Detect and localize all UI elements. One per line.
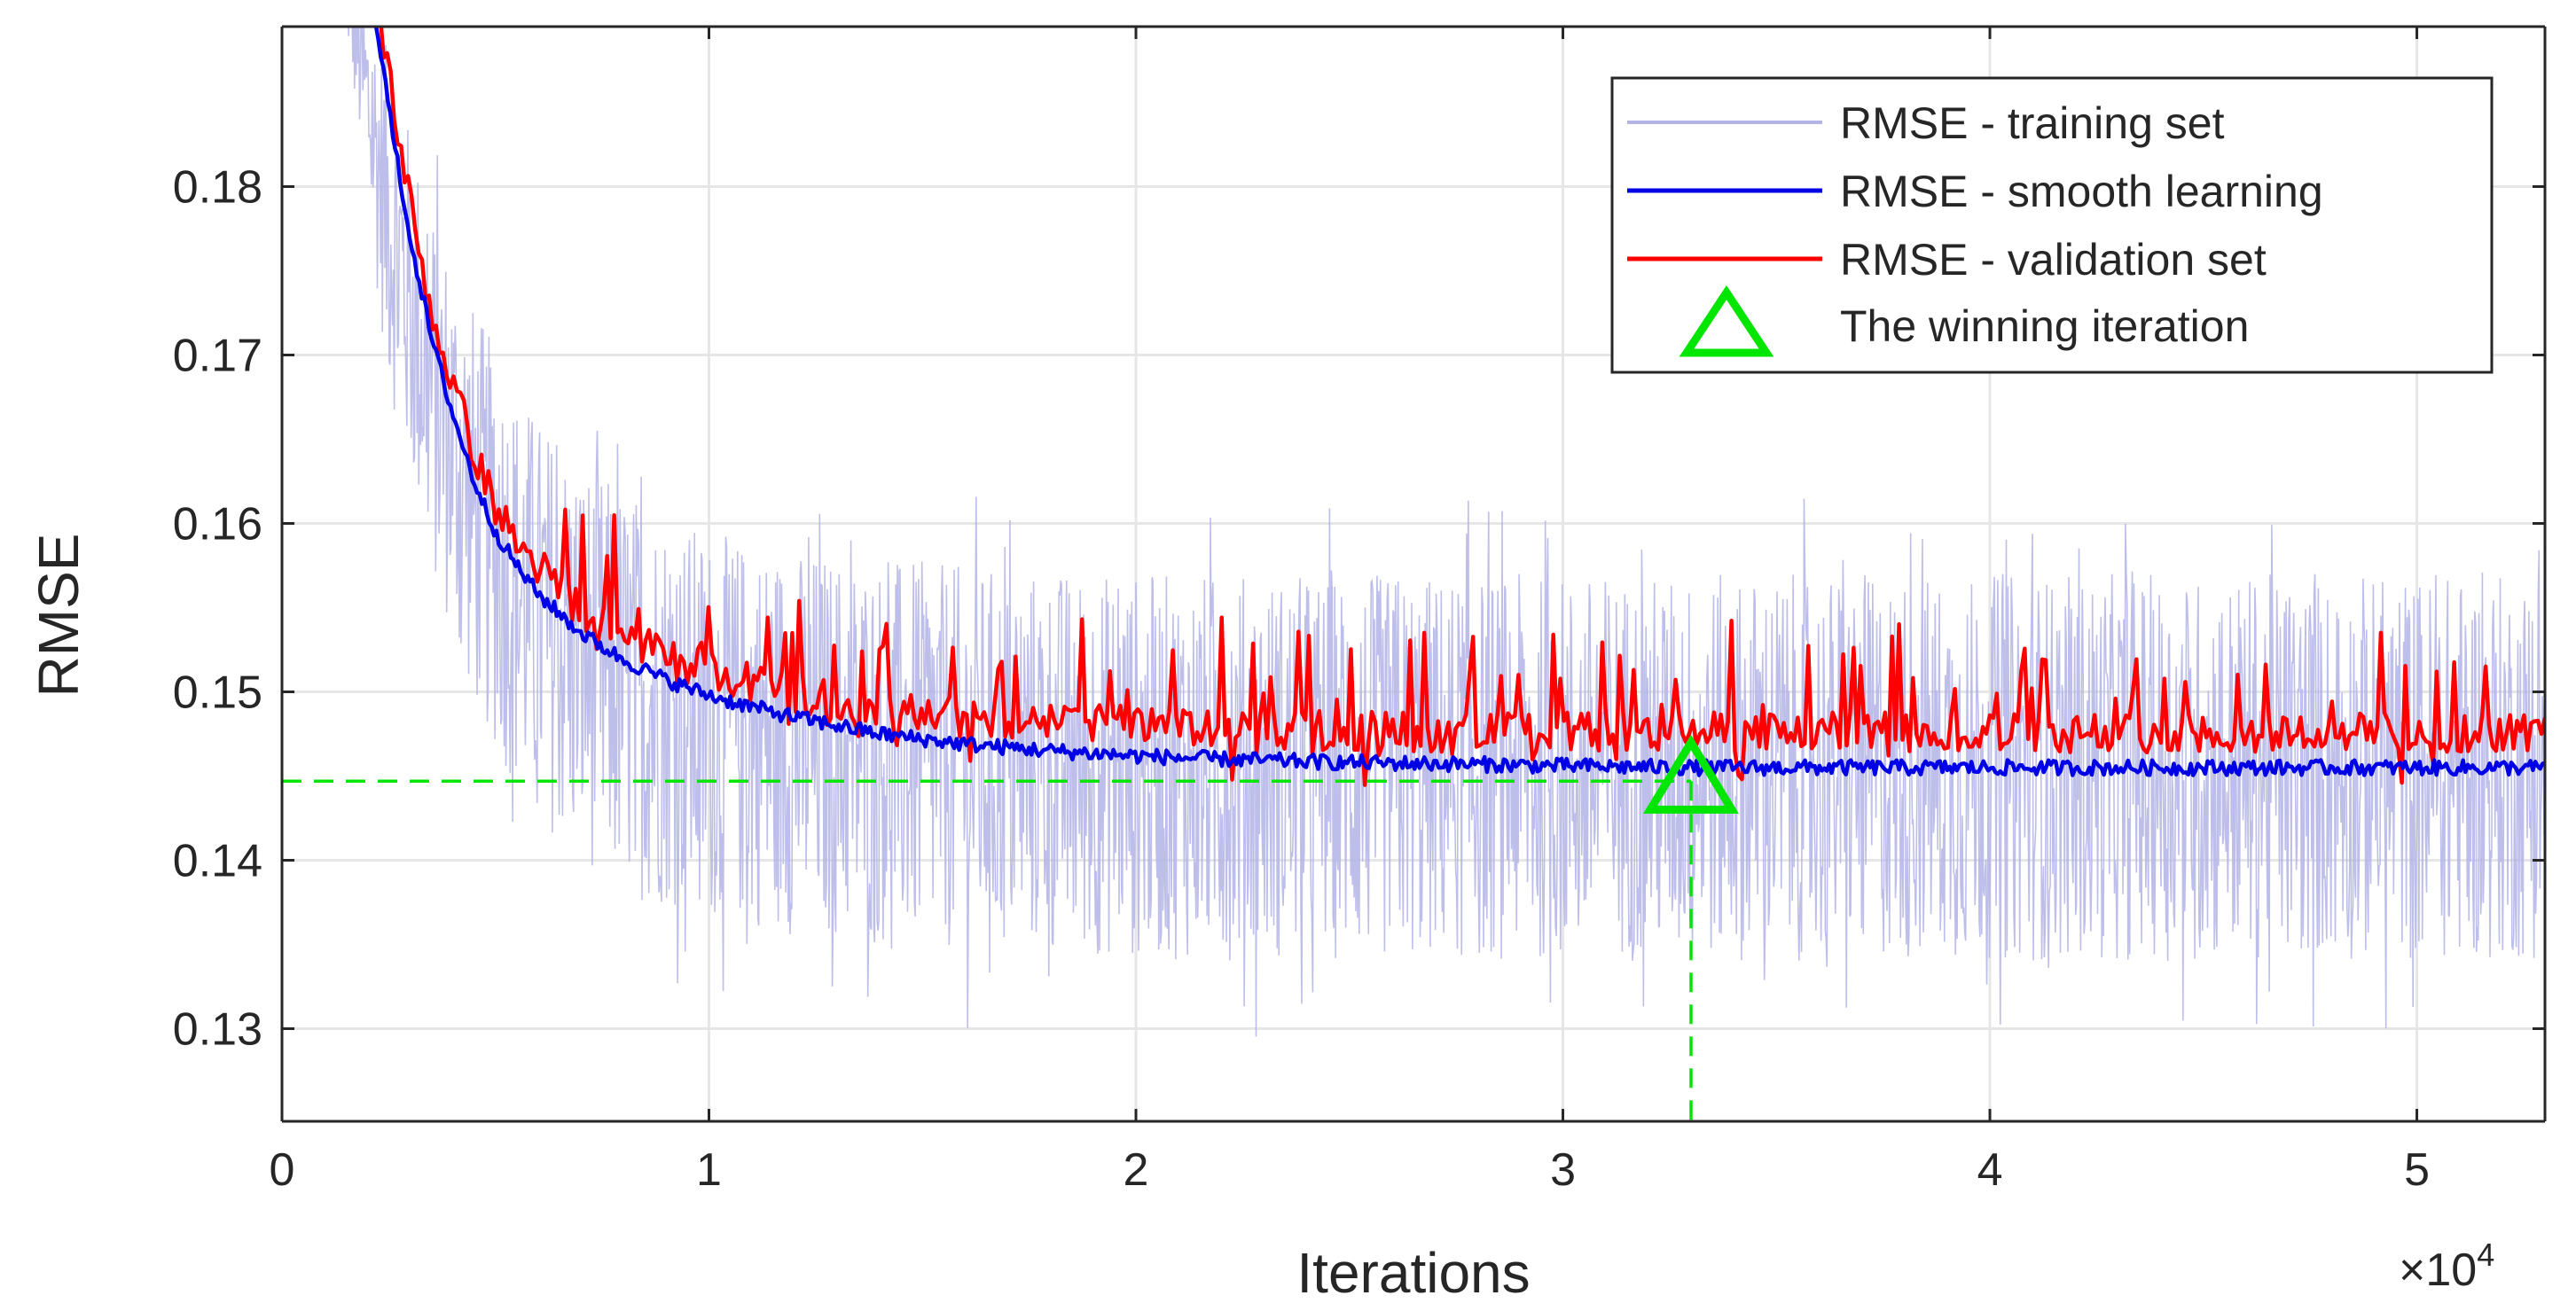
y-tick-label-4: 0.17 [173, 331, 262, 382]
x-tick-label-1: 1 [696, 1144, 722, 1196]
plot-data [282, 27, 2545, 1121]
axes [280, 25, 2547, 1123]
x-tick-label-4: 4 [1977, 1144, 2003, 1196]
y-axis-label: RMSE [27, 534, 90, 698]
x-tick-label-5: 5 [2404, 1144, 2430, 1196]
x-axis-label: Iterations [1296, 1241, 1530, 1305]
legend-label-training: RMSE - training set [1840, 98, 2225, 148]
legend-swatch-winning [1679, 285, 1774, 357]
y-tick-label-2: 0.15 [173, 667, 262, 719]
y-tick-label-3: 0.16 [173, 499, 262, 550]
winning-iteration-marker [1642, 734, 1739, 814]
tick-labels: 0 1 2 3 4 5 0.13 0.14 0.15 0.16 0.17 0.18 [173, 162, 2430, 1197]
x-tick-label-0: 0 [270, 1144, 295, 1196]
series-training-line [348, 27, 2545, 1037]
x-tick-label-2: 2 [1124, 1144, 1149, 1196]
legend: RMSE - training set RMSE - smooth learni… [1610, 76, 2494, 374]
legend-label-winning: The winning iteration [1840, 301, 2249, 351]
x-tick-label-3: 3 [1550, 1144, 1576, 1196]
x-axis-exponent: ×104 [2399, 1237, 2494, 1296]
series-validation-line [379, 27, 2545, 787]
series-smooth-line [373, 27, 2545, 777]
y-tick-label-5: 0.18 [173, 162, 262, 214]
y-tick-label-0: 0.13 [173, 1004, 262, 1056]
legend-box [1610, 76, 2494, 374]
legend-label-validation: RMSE - validation set [1840, 235, 2267, 285]
y-tick-label-1: 0.14 [173, 836, 262, 887]
legend-label-smooth: RMSE - smooth learning [1840, 167, 2323, 216]
